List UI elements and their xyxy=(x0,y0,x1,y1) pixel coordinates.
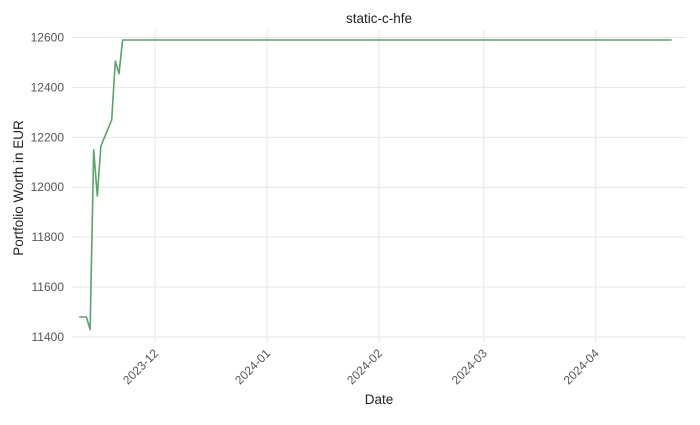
y-axis-title: Portfolio Worth in EUR xyxy=(11,120,26,256)
y-tick-label: 11800 xyxy=(32,230,65,244)
x-tick-label: 2023-12 xyxy=(120,346,161,387)
x-tick-label: 2024-01 xyxy=(232,346,273,387)
x-axis-title: Date xyxy=(365,392,394,407)
y-tick-label: 12000 xyxy=(31,180,65,194)
grid xyxy=(72,30,686,342)
y-tick-label: 12600 xyxy=(31,30,65,44)
x-tick-label: 2024-02 xyxy=(344,346,385,387)
series-line xyxy=(79,39,672,331)
series-layer xyxy=(79,39,672,331)
y-tick-label: 11400 xyxy=(32,330,65,344)
y-tick-label: 12200 xyxy=(31,130,65,144)
x-tick-label: 2024-03 xyxy=(449,346,490,387)
y-tick-label: 12400 xyxy=(31,80,65,94)
tick-labels: 11400 11600 11800 12000 12200 12400 12600 2023-… xyxy=(31,30,602,387)
x-tick-label: 2024-04 xyxy=(561,346,602,387)
y-tick-label: 11600 xyxy=(32,280,65,294)
chart-title: static-c-hfe xyxy=(346,11,412,26)
